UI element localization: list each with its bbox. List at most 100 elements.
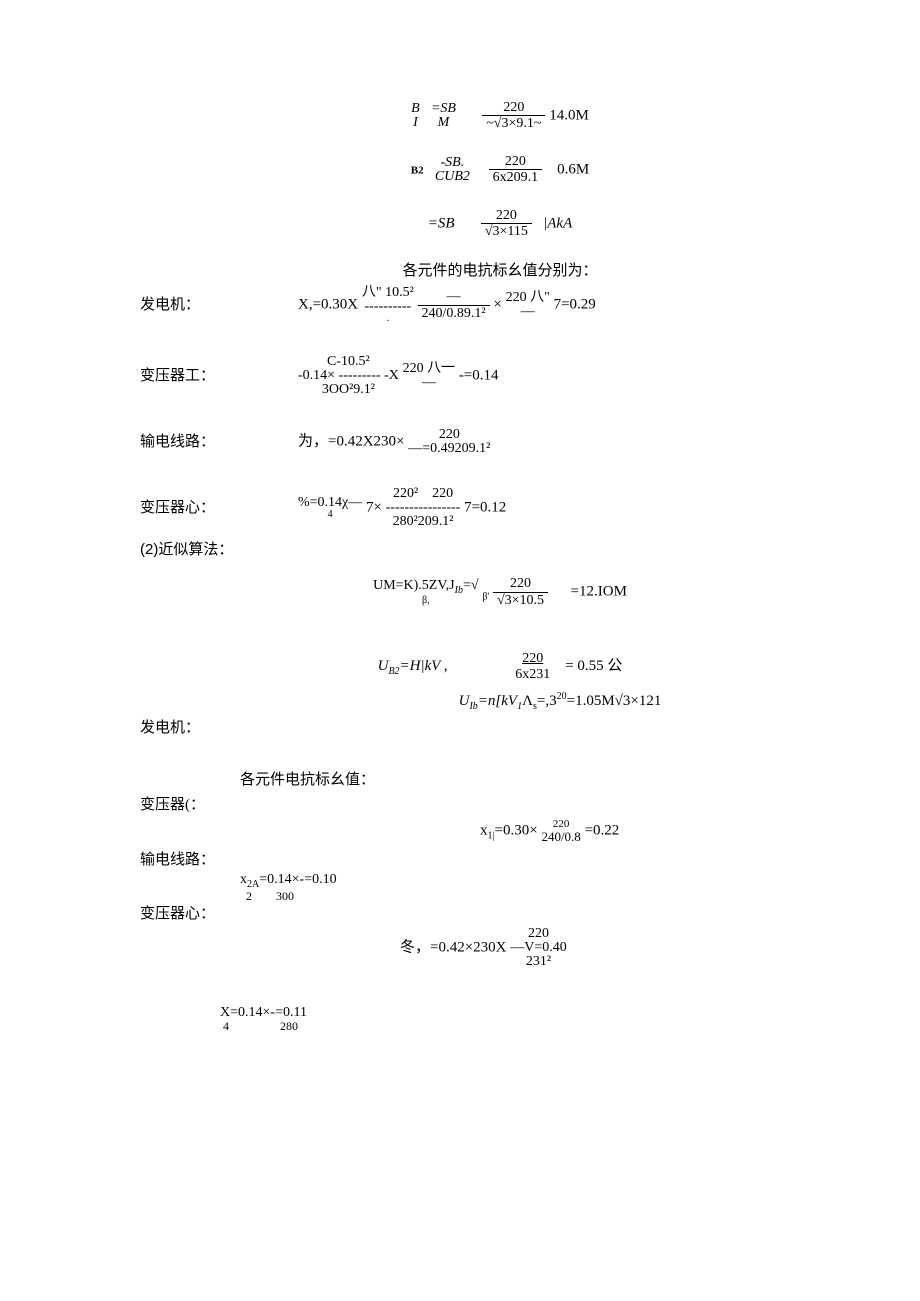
ulb-mid3: =,3	[537, 693, 557, 709]
eq1-num: 220	[499, 100, 528, 115]
eq1-fraction: 220 ~√3×9.1~	[482, 100, 545, 132]
eq3-num: 220	[492, 208, 521, 223]
ub2-sub: B2	[388, 666, 399, 677]
eq3-result: |AkA	[543, 215, 572, 231]
x4-pre: X=0.14×-=0.11	[220, 1006, 307, 1020]
eq2-mid-stack: -SB. CUB2	[435, 156, 470, 184]
x4-stack: X=0.14×-=0.11 4 280	[220, 1006, 307, 1032]
gen-top2: 220 八"	[506, 291, 550, 305]
transformer1-equation: C-10.5² -0.14× --------- -X 3OO²9.1² 220…	[298, 355, 499, 397]
row-transformer-core2: 变压器心：	[140, 904, 860, 925]
t1-stack2: 220 八一 —	[403, 362, 456, 390]
gen-frac-num: —	[443, 289, 465, 304]
equation-ub2: UB2=H|kV , 220 6x231 = 0.55 公	[140, 651, 860, 682]
ulb-right: =1.05M√3×121	[567, 693, 662, 709]
line-equation: 为，=0.42X230× 220 —=0.49209.1²	[298, 428, 490, 456]
label-generator2: 发电机：	[140, 718, 280, 739]
gen-top: 八" 10.5²	[362, 286, 414, 300]
eq3-den: √3×115	[481, 223, 532, 239]
ulb-sup: 20	[557, 691, 567, 702]
x1-after: =0.22	[585, 823, 620, 839]
t1-dash: ---------	[339, 368, 381, 383]
eq1-b: B	[411, 102, 420, 116]
eq1-i: I	[413, 116, 418, 130]
x1-frac: 220 240/0.8	[541, 818, 580, 844]
x1-sub: 1|	[488, 831, 495, 842]
heading-reactance: 各元件的电抗标幺值分别为：	[140, 261, 860, 282]
equation-dong: 冬，=0.42×230X 220 —V=0.40 231²	[140, 927, 860, 969]
um-frac: 220 √3×10.5	[493, 576, 548, 608]
eq1-left-stack: B I	[411, 102, 420, 130]
t1-mid: -X	[384, 368, 399, 383]
line-after: —=0.49209.1²	[408, 442, 490, 456]
eq2-result: 0.6M	[557, 161, 589, 177]
row-transformer2: 变压器(：	[140, 795, 860, 816]
equation-x1: x1|=0.30× 220 240/0.8 =0.22	[140, 818, 860, 844]
label-transformer-core: 变压器心：	[140, 498, 280, 519]
line-stack: 220 —=0.49209.1²	[408, 428, 490, 456]
eq1-result: 14.0M	[549, 107, 589, 123]
ub2-frac: 220 6x231	[515, 651, 550, 682]
x1-den: 240/0.8	[541, 830, 580, 844]
gen-sub: .	[387, 314, 390, 324]
x4-sub: 4	[223, 1019, 229, 1033]
ub2-u: U	[378, 658, 389, 674]
row-generator: 发电机： X,=0.30X 八" 10.5² ---------- . — 24…	[140, 286, 860, 324]
gen-frac-den: 240/0.89.1²	[418, 305, 490, 321]
gen-frac: — 240/0.89.1²	[418, 289, 490, 321]
ub2-num: 220	[518, 651, 547, 666]
um-stack: UM=K).5ZV,JIb=√ β,	[373, 579, 478, 606]
tc-after: 7=0.12	[464, 500, 506, 516]
t1-after: -=0.14	[459, 368, 499, 384]
um-right: =12.IOM	[571, 584, 627, 600]
row-line: 输电线路： 为，=0.42X230× 220 —=0.49209.1²	[140, 428, 860, 456]
t1-frac2: —	[422, 376, 436, 390]
gen-pre: X,=0.30X	[298, 297, 358, 313]
equation-um: UM=K).5ZV,JIb=√ β, β' 220 √3×10.5 =12.IO…	[140, 576, 860, 608]
eq3-sb: =SB	[428, 215, 455, 231]
eq2-den: 6x209.1	[489, 169, 543, 185]
eq1-den: ~√3×9.1~	[482, 115, 545, 131]
tc-stack-pre: %=0.14χ— 4	[298, 496, 362, 520]
ub2-mid: =H|kV ,	[400, 658, 448, 674]
label-transformer-core2: 变压器心：	[140, 904, 280, 925]
um-sub2: Ib	[455, 585, 463, 596]
eq1-m: M	[438, 116, 450, 130]
row-line2: 输电线路：	[140, 850, 860, 871]
tc-frac: 220² 220 ---------------- 280²209.1²	[386, 487, 461, 529]
x4-den: 280	[280, 1019, 298, 1033]
gen-after: 7=0.29	[554, 297, 596, 313]
t1-stack: C-10.5² -0.14× --------- -X 3OO²9.1²	[298, 355, 399, 397]
eq2-b2: B2	[411, 164, 424, 176]
ulb-mid: =n[kV	[478, 693, 517, 709]
equation-sb3: =SB 220 √3×115 |AkA	[140, 208, 860, 240]
label-transformer2: 变压器(：	[140, 795, 280, 816]
equation-b2: B2 -SB. CUB2 220 6x209.1 0.6M	[140, 154, 860, 186]
row-transformer-core: 变压器心： %=0.14χ— 4 7× 220² 220 -----------…	[140, 487, 860, 529]
gen-stack2: 220 八" —	[506, 291, 550, 319]
row-generator2: 发电机：	[140, 718, 860, 739]
label-transformer1: 变压器工：	[140, 366, 280, 387]
gen-frac2: —	[521, 305, 535, 319]
um-sub3: β'	[482, 592, 489, 603]
dong-mid: —V=0.40	[510, 941, 567, 955]
tc-sub: 4	[328, 510, 333, 520]
x2a-den: 300	[276, 889, 294, 903]
eq2-sb: -SB.	[441, 156, 465, 170]
gen-dash: ----------	[365, 300, 412, 314]
t1-den: 3OO²9.1²	[322, 383, 375, 397]
label-line: 输电线路：	[140, 432, 280, 453]
generator-equation: X,=0.30X 八" 10.5² ---------- . — 240/0.8…	[298, 286, 596, 324]
um-pre: UM=K).5ZV,J	[373, 578, 455, 593]
equation-x2a: x2A=0.14×-=0.10 2 300	[140, 873, 860, 902]
tc-num1: 220²	[393, 486, 418, 501]
dong-den: 231²	[526, 955, 551, 969]
um-den: √3×10.5	[493, 592, 548, 608]
t1-top: C-10.5²	[327, 355, 370, 369]
eq1-mid-stack: =SB M	[431, 102, 456, 130]
um-mid: =√	[463, 578, 479, 593]
um-num: 220	[506, 576, 535, 591]
equation-ib-sb: B I =SB M 220 ~√3×9.1~ 14.0M	[140, 100, 860, 132]
ulb-sub: Ib	[469, 701, 477, 712]
document-page: B I =SB M 220 ~√3×9.1~ 14.0M B2 -SB. CUB…	[0, 0, 920, 1301]
